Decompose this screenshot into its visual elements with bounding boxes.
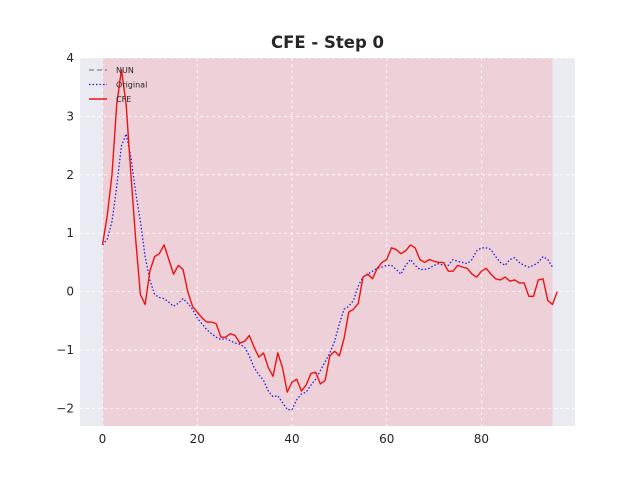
y-tick-label: 2: [66, 168, 74, 182]
grid: [80, 57, 575, 426]
series-line-cfe: [101, 68, 558, 393]
y-tick-label: 0: [66, 285, 74, 299]
x-tick-label: 20: [190, 432, 205, 446]
y-tick-label: 3: [66, 109, 74, 123]
y-tick-label: −2: [56, 401, 74, 415]
series-layer: [101, 68, 558, 411]
legend-label: CFE: [116, 95, 131, 104]
legend: NUN Original CFE: [89, 66, 147, 104]
chart-title: CFE - Step 0: [271, 33, 384, 52]
x-tick-label: 60: [379, 432, 394, 446]
legend-label: NUN: [116, 66, 134, 75]
series-line-original: [101, 133, 554, 411]
y-axis: −2 −1 0 1 2 3 4: [56, 51, 74, 415]
x-tick-label: 40: [284, 432, 299, 446]
x-tick-label: 80: [474, 432, 489, 446]
x-tick-label: 0: [99, 432, 107, 446]
legend-label: Original: [116, 81, 147, 90]
y-tick-label: 4: [66, 51, 74, 65]
y-tick-label: −1: [56, 343, 74, 357]
y-tick-label: 1: [66, 226, 74, 240]
x-axis: 0 20 40 60 80: [99, 432, 489, 446]
